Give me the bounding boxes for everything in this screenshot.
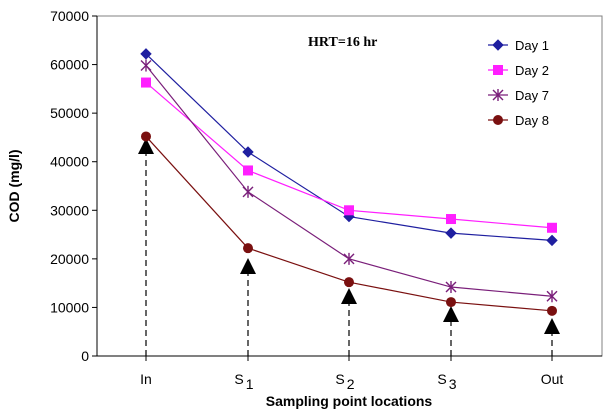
sampling-arrow-head (138, 138, 154, 154)
legend-item: Day 2 (488, 63, 549, 78)
legend-swatch-marker (492, 89, 504, 101)
data-point (445, 227, 457, 239)
legend-swatch-marker (493, 65, 503, 75)
y-tick-label: 40000 (50, 154, 89, 170)
data-point (343, 252, 355, 265)
y-tick-label: 50000 (50, 105, 89, 121)
data-point (140, 48, 152, 60)
sampling-arrows (138, 138, 560, 356)
series-day-1 (140, 48, 558, 247)
legend-swatch-marker (492, 39, 504, 51)
legend-label: Day 7 (515, 88, 549, 103)
data-point (547, 222, 557, 233)
x-ticks: In S 1 S 2 S 3 Out (140, 356, 563, 392)
data-point (243, 243, 253, 254)
data-point (546, 290, 558, 303)
data-point (242, 185, 254, 198)
data-point (445, 281, 457, 294)
data-point (242, 146, 254, 158)
legend-label: Day 8 (515, 113, 549, 128)
y-tick-label: 70000 (50, 8, 89, 24)
series-day-2 (141, 77, 557, 233)
y-tick-label: 10000 (50, 299, 89, 315)
x-tick-label: Out (541, 371, 564, 387)
x-tick-label: In (140, 371, 152, 387)
data-point (344, 205, 354, 216)
legend-item: Day 1 (488, 38, 549, 53)
legend-label: Day 2 (515, 63, 549, 78)
legend-item: Day 8 (488, 113, 549, 128)
x-axis-title: Sampling point locations (266, 393, 433, 409)
data-point (141, 77, 151, 88)
data-point (243, 165, 253, 176)
legend: Day 1 Day 2 Day 7 Day 8 (488, 38, 549, 128)
sampling-arrow-head (341, 288, 357, 304)
annotation-label: HRT=16 hr (308, 35, 377, 50)
series-layer (140, 48, 558, 316)
data-point (446, 297, 456, 308)
data-point (140, 59, 152, 72)
sampling-arrow-head (240, 258, 256, 274)
data-point (546, 234, 558, 247)
legend-item: Day 7 (488, 88, 549, 103)
legend-swatch-marker (493, 115, 503, 125)
sampling-arrow-head (544, 318, 560, 334)
data-point (446, 214, 456, 225)
sampling-arrow-head (443, 306, 459, 322)
y-tick-label: 30000 (50, 202, 89, 218)
data-point (141, 131, 151, 142)
series-day-7 (140, 59, 558, 303)
y-axis-title: COD (mg/l) (6, 149, 22, 222)
data-point (344, 277, 354, 288)
y-tick-label: 60000 (50, 57, 89, 73)
y-tick-label: 0 (81, 348, 89, 364)
series-day-8 (141, 131, 557, 316)
y-ticks: 0 10000 20000 30000 40000 50000 60000 70000 (50, 8, 97, 364)
data-point (547, 305, 557, 316)
legend-label: Day 1 (515, 38, 549, 53)
y-tick-label: 20000 (50, 251, 89, 267)
